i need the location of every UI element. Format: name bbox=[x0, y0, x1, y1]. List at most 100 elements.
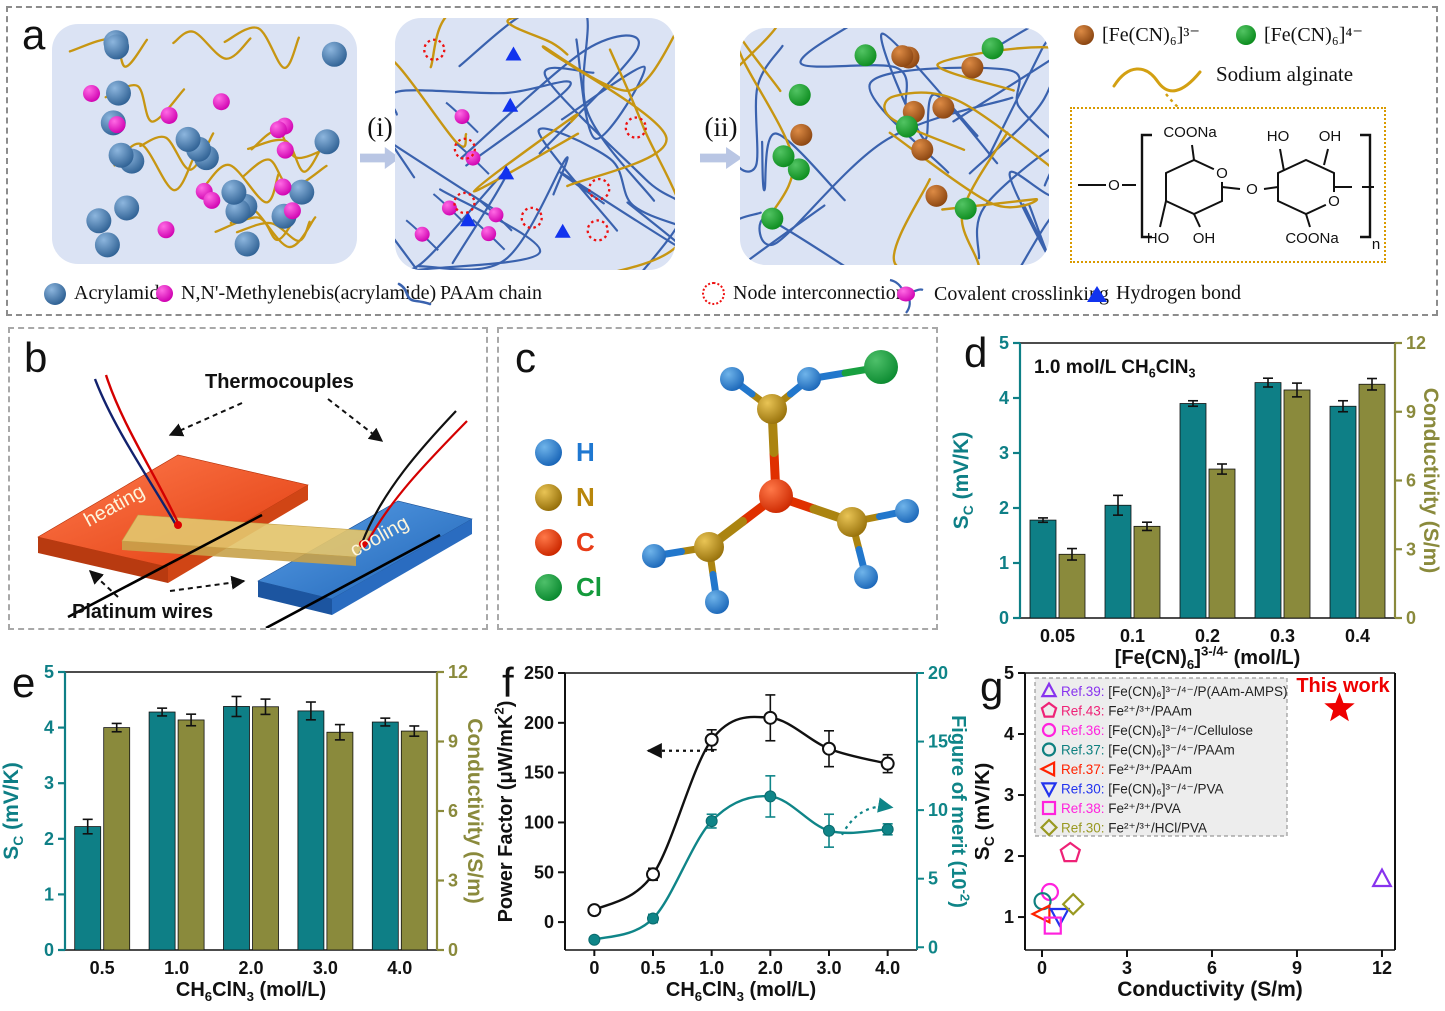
svg-text:200: 200 bbox=[524, 713, 554, 733]
crosslinked-network-box bbox=[395, 18, 675, 270]
ferrocyanide-sphere-icon bbox=[1236, 24, 1256, 45]
svg-text:3.0: 3.0 bbox=[816, 958, 841, 978]
svg-text:2.0: 2.0 bbox=[758, 958, 783, 978]
ionic-hydrogel-illustration bbox=[740, 28, 1049, 265]
svg-text:150: 150 bbox=[524, 763, 554, 783]
panel-e-label: e bbox=[12, 659, 36, 706]
platinum-wires-label: Platinum wires bbox=[72, 601, 214, 623]
svg-text:1.0: 1.0 bbox=[164, 958, 189, 978]
svg-text:O: O bbox=[1216, 165, 1228, 182]
scatter-legend-entry: Ref.39: [Fe(CN)₆]³⁻/⁴⁻/P(AAm-AMPS) bbox=[1061, 684, 1288, 699]
svg-text:3: 3 bbox=[1406, 539, 1416, 559]
svg-text:3: 3 bbox=[1122, 958, 1132, 978]
scatter-legend-entry: Ref.38: Fe²⁺/³⁺/PVA bbox=[1061, 801, 1181, 816]
svg-text:4.0: 4.0 bbox=[875, 958, 900, 978]
svg-text:12: 12 bbox=[1406, 333, 1426, 353]
svg-text:3: 3 bbox=[448, 871, 458, 891]
svg-text:9: 9 bbox=[448, 732, 458, 752]
hydrogen-bond-icon bbox=[1087, 285, 1107, 302]
svg-text:HO: HO bbox=[1147, 230, 1170, 247]
svg-text:0: 0 bbox=[589, 958, 599, 978]
svg-text:Power Factor (μW/mK2): Power Factor (μW/mK2) bbox=[492, 701, 517, 923]
scatter-legend-entry: Ref.37: [Fe(CN)₆]³⁻/⁴⁻/PAAm bbox=[1061, 743, 1235, 758]
mba-sphere-icon bbox=[156, 285, 173, 302]
sodium-alginate-label: Sodium alginate bbox=[1216, 62, 1354, 86]
svg-text:O: O bbox=[1246, 181, 1258, 198]
acrylamide-sphere-icon bbox=[44, 282, 66, 305]
svg-text:SC (mV/K): SC (mV/K) bbox=[975, 763, 997, 861]
svg-text:50: 50 bbox=[534, 862, 554, 882]
svg-text:Figure of merit (10-2): Figure of merit (10-2) bbox=[947, 715, 972, 908]
svg-text:SC (mV/K): SC (mV/K) bbox=[950, 432, 976, 530]
step-ii-label: (ii) bbox=[704, 112, 738, 142]
scatter-legend-entry: Ref.30: Fe²⁺/³⁺/HCl/PVA bbox=[1061, 821, 1207, 836]
cl-atom-label: Cl bbox=[576, 572, 602, 602]
svg-text:2: 2 bbox=[999, 498, 1009, 518]
panel-e: e 0 1 2 3 4 5 0 3 6 9 12 0.5 1.0 2.0 3.0 4.0 CH6ClN3 (mo… bbox=[0, 650, 490, 1011]
cl-atom-icon bbox=[535, 574, 562, 601]
legend-ferrocyanide: [Fe(CN)₆]⁴⁻ bbox=[1236, 22, 1363, 47]
svg-text:0: 0 bbox=[44, 940, 54, 960]
svg-text:12: 12 bbox=[448, 662, 468, 682]
sodium-alginate-structure-box: O O COONa HO OH O O HO OH COONa n bbox=[1070, 107, 1386, 263]
svg-text:CH6ClN3 (mol/L): CH6ClN3 (mol/L) bbox=[176, 979, 326, 1004]
panel-b: b Thermocouples heating cooling Platinum… bbox=[8, 327, 488, 630]
svg-text:5: 5 bbox=[928, 869, 938, 889]
paam-chain-icon bbox=[397, 282, 432, 306]
svg-text:SC (mV/K): SC (mV/K) bbox=[0, 762, 26, 860]
atom-legend-cl: Cl bbox=[535, 572, 602, 603]
svg-text:OH: OH bbox=[1193, 230, 1216, 247]
svg-text:This work: This work bbox=[1296, 675, 1390, 697]
svg-text:0.05: 0.05 bbox=[1040, 626, 1075, 646]
svg-text:Conductivity (S/m): Conductivity (S/m) bbox=[1117, 978, 1303, 1001]
mba-label: N,N'-Methylenebis(acrylamide) bbox=[181, 282, 437, 304]
panel-d-label: d bbox=[964, 329, 988, 376]
ferricyanide-label: [Fe(CN)₆]³⁻ bbox=[1102, 24, 1200, 46]
svg-text:15: 15 bbox=[928, 732, 948, 752]
svg-text:1.0: 1.0 bbox=[699, 958, 724, 978]
svg-text:12: 12 bbox=[1372, 958, 1392, 978]
c-atom-icon bbox=[535, 529, 562, 556]
svg-text:0.5: 0.5 bbox=[90, 958, 115, 978]
svg-text:0: 0 bbox=[928, 937, 938, 957]
svg-text:2: 2 bbox=[44, 829, 54, 849]
svg-text:OH: OH bbox=[1319, 128, 1342, 145]
step-i: (i) bbox=[360, 112, 400, 169]
c-atom-label: C bbox=[576, 527, 595, 557]
svg-text:0: 0 bbox=[544, 912, 554, 932]
step-i-arrow-icon bbox=[360, 147, 400, 169]
scatter-legend-entry: Ref.36: [Fe(CN)₆]³⁻/⁴⁻/Cellulose bbox=[1061, 723, 1253, 738]
svg-text:HO: HO bbox=[1267, 128, 1290, 145]
svg-text:6: 6 bbox=[1207, 958, 1217, 978]
svg-text:1: 1 bbox=[999, 553, 1009, 573]
scatter-legend-entry: Ref.30: [Fe(CN)₆]³⁻/⁴⁻/PVA bbox=[1061, 782, 1224, 797]
step-ii-arrow-icon bbox=[700, 147, 742, 169]
svg-text:COONa: COONa bbox=[1163, 124, 1217, 141]
atom-legend-c: C bbox=[535, 527, 595, 558]
svg-text:10: 10 bbox=[928, 800, 948, 820]
svg-text:4.0: 4.0 bbox=[387, 958, 412, 978]
measurement-setup-illustration bbox=[37, 374, 473, 628]
svg-text:6: 6 bbox=[1406, 471, 1416, 491]
svg-text:4: 4 bbox=[44, 718, 54, 738]
panel-a: a (i) (ii) [Fe(CN)₆]³⁻ [Fe(CN)₆]⁴⁻ Sodiu… bbox=[6, 6, 1438, 316]
svg-text:5: 5 bbox=[44, 662, 54, 682]
n-atom-icon bbox=[535, 484, 562, 511]
panel-c-label: c bbox=[515, 334, 536, 381]
svg-text:6: 6 bbox=[448, 801, 458, 821]
svg-text:5: 5 bbox=[1004, 663, 1014, 683]
svg-text:3.0: 3.0 bbox=[313, 958, 338, 978]
svg-text:3: 3 bbox=[1004, 785, 1014, 805]
sodium-alginate-squiggle-icon bbox=[1112, 67, 1202, 108]
legend-covalent-crosslinking: Covalent crosslinking bbox=[886, 274, 1109, 314]
scatter-legend-entry: Ref.43: Fe²⁺/³⁺/PAAm bbox=[1061, 704, 1192, 719]
svg-text:CH6ClN3 (mol/L): CH6ClN3 (mol/L) bbox=[666, 979, 816, 1004]
step-i-label: (i) bbox=[367, 112, 393, 142]
thermocouples-label: Thermocouples bbox=[205, 371, 354, 393]
svg-text:4: 4 bbox=[999, 388, 1009, 408]
svg-text:1.0 mol/L CH6ClN3: 1.0 mol/L CH6ClN3 bbox=[1034, 357, 1195, 381]
